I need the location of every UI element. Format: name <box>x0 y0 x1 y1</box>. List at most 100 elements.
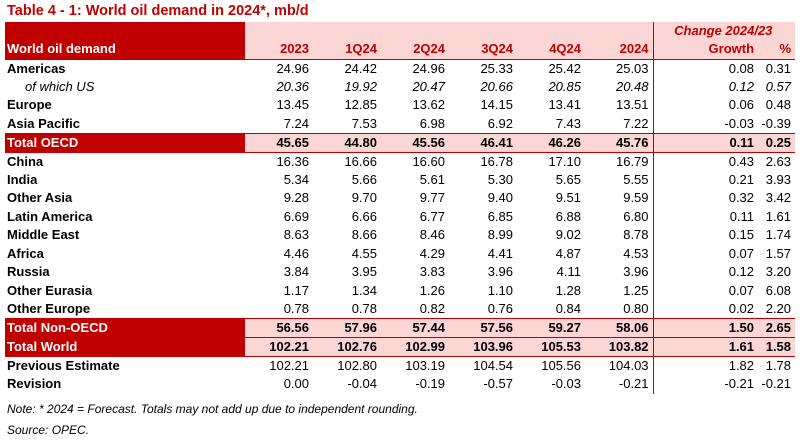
table-cell: 0.43 <box>652 152 759 171</box>
table-cell: 6.92 <box>487 115 513 131</box>
table-cell: 44.80 <box>313 132 381 153</box>
table-cell: 0.11 <box>652 207 759 226</box>
table-cell: 17.10 <box>548 153 581 169</box>
table-row: Americas 24.96 24.42 24.96 25.33 25.42 25.03 0.… <box>5 59 795 78</box>
table-cell: 56.56 <box>245 318 313 338</box>
table-cell: 8.63 <box>283 227 309 243</box>
table-cell: 19.92 <box>344 78 377 94</box>
table-cell: -0.39 <box>761 115 792 131</box>
table-cell: 0.76 <box>487 301 513 316</box>
table-cell: 57.96 <box>313 318 381 338</box>
table-cell: -0.21 <box>761 376 792 392</box>
row-label: Russia <box>7 264 50 280</box>
table-cell: 5.66 <box>351 171 377 187</box>
table-row: China 16.36 16.66 16.60 16.78 17.10 16.79 0.43 2… <box>5 152 795 171</box>
table-cell: 3.83 <box>419 264 445 280</box>
table-cell: 4.53 <box>623 245 649 261</box>
table-cell: 9.59 <box>623 190 649 206</box>
row-label: Total World <box>5 337 245 357</box>
table-cell: 3.20 <box>765 264 792 280</box>
table-cell: 0.06 <box>652 96 759 115</box>
row-label: of which US <box>25 78 95 94</box>
table-cell: 103.19 <box>381 356 449 375</box>
row-label: Previous Estimate <box>5 356 245 375</box>
table-cell: 0.31 <box>765 60 792 76</box>
table-cell: 4.29 <box>419 245 445 261</box>
table-cell: 0.02 <box>652 300 759 319</box>
table-cell: -0.19 <box>415 376 445 392</box>
table-cell: 25.33 <box>480 60 513 76</box>
row-label: Other Asia <box>7 190 73 206</box>
column-header: 2024 <box>585 40 654 60</box>
column-header: % <box>758 40 796 60</box>
table-cell: 6.77 <box>419 208 445 224</box>
table-cell: 0.80 <box>623 301 649 316</box>
table-cell: 0.21 <box>652 170 759 189</box>
table-cell: 4.87 <box>555 245 581 261</box>
total-row: Total World 102.21 102.76 102.99 103.96 105.5… <box>5 337 796 357</box>
table-cell: 3.93 <box>765 171 792 187</box>
table-cell: 6.98 <box>419 115 445 131</box>
table-cell: 104.54 <box>449 356 517 375</box>
row-label: China <box>7 153 44 169</box>
table-cell: -0.21 <box>618 376 649 392</box>
table-cell: 0.00 <box>283 376 309 392</box>
table-cell: 5.55 <box>623 171 649 187</box>
table-cell: 1.61 <box>765 208 792 224</box>
row-label: Europe <box>7 97 52 113</box>
table-row: Other Eurasia 1.17 1.34 1.26 1.10 1.28 1.25 0.0… <box>5 281 795 300</box>
table-cell: 7.22 <box>623 115 649 131</box>
table-note: Note: * 2024 = Forecast. Totals may not … <box>7 401 418 416</box>
column-header: Growth <box>652 40 759 60</box>
table-cell: 13.51 <box>615 97 649 113</box>
table-container: Table 4 - 1: World oil demand in 2024*, … <box>5 0 796 438</box>
table-cell: 0.12 <box>652 77 759 96</box>
table-cell: 0.82 <box>419 301 445 316</box>
table-cell: 8.66 <box>351 227 377 243</box>
table-cell: 9.02 <box>555 227 581 243</box>
table-cell: 0.78 <box>351 301 377 316</box>
row-label: Revision <box>7 376 62 392</box>
table-cell: 9.70 <box>351 190 377 206</box>
table-cell: 0.07 <box>652 244 759 263</box>
table-cell: 0.48 <box>765 97 792 113</box>
table-cell: 4.41 <box>487 245 513 261</box>
table-cell: 7.43 <box>555 115 581 131</box>
row-label: Other Eurasia <box>7 282 93 298</box>
table-cell: 16.60 <box>412 153 445 169</box>
table-cell: 13.45 <box>276 97 309 113</box>
table-cell: 104.03 <box>585 356 654 375</box>
table-cell: 12.85 <box>344 97 377 113</box>
table-cell: 105.56 <box>517 356 585 375</box>
total-row: Total OECD 45.65 44.80 45.56 46.41 46.26 45.76… <box>5 132 796 153</box>
table-cell: 59.27 <box>517 318 585 338</box>
column-header: 3Q24 <box>449 40 517 60</box>
table-row: Europe 13.45 12.85 13.62 14.15 13.41 13.51 0.06… <box>5 96 795 115</box>
table-cell: 102.80 <box>313 356 381 375</box>
table-cell: 102.21 <box>245 337 313 357</box>
table-row: Previous Estimate 102.21 102.80 103.19 104.5… <box>5 356 796 375</box>
table-cell: 102.99 <box>381 337 449 357</box>
table-cell: 0.32 <box>652 189 759 208</box>
row-label: Africa <box>7 245 44 261</box>
table-cell: 3.95 <box>351 264 377 280</box>
table-cell: 9.40 <box>487 190 513 206</box>
table-cell: 6.66 <box>351 208 377 224</box>
table-cell: 0.08 <box>652 59 759 78</box>
table-cell: 7.24 <box>283 115 309 131</box>
table-source: Source: OPEC. <box>7 422 90 437</box>
table-cell: 24.96 <box>276 60 309 76</box>
table-cell: 5.65 <box>555 171 581 187</box>
table-cell: 57.56 <box>449 318 517 338</box>
table-cell: 3.96 <box>487 264 513 280</box>
table-cell: 16.66 <box>344 153 377 169</box>
table-cell: 9.28 <box>283 190 309 206</box>
row-label: Latin America <box>7 208 93 224</box>
table-cell: 8.99 <box>487 227 513 243</box>
table-cell: 8.46 <box>419 227 445 243</box>
row-label: Other Europe <box>7 301 91 316</box>
table-cell: -0.21 <box>652 375 759 394</box>
table-cell: 16.78 <box>480 153 513 169</box>
table-cell: 20.66 <box>480 78 513 94</box>
table-row: Other Europe 0.78 0.78 0.82 0.76 0.84 0.80 0.02… <box>5 300 795 319</box>
